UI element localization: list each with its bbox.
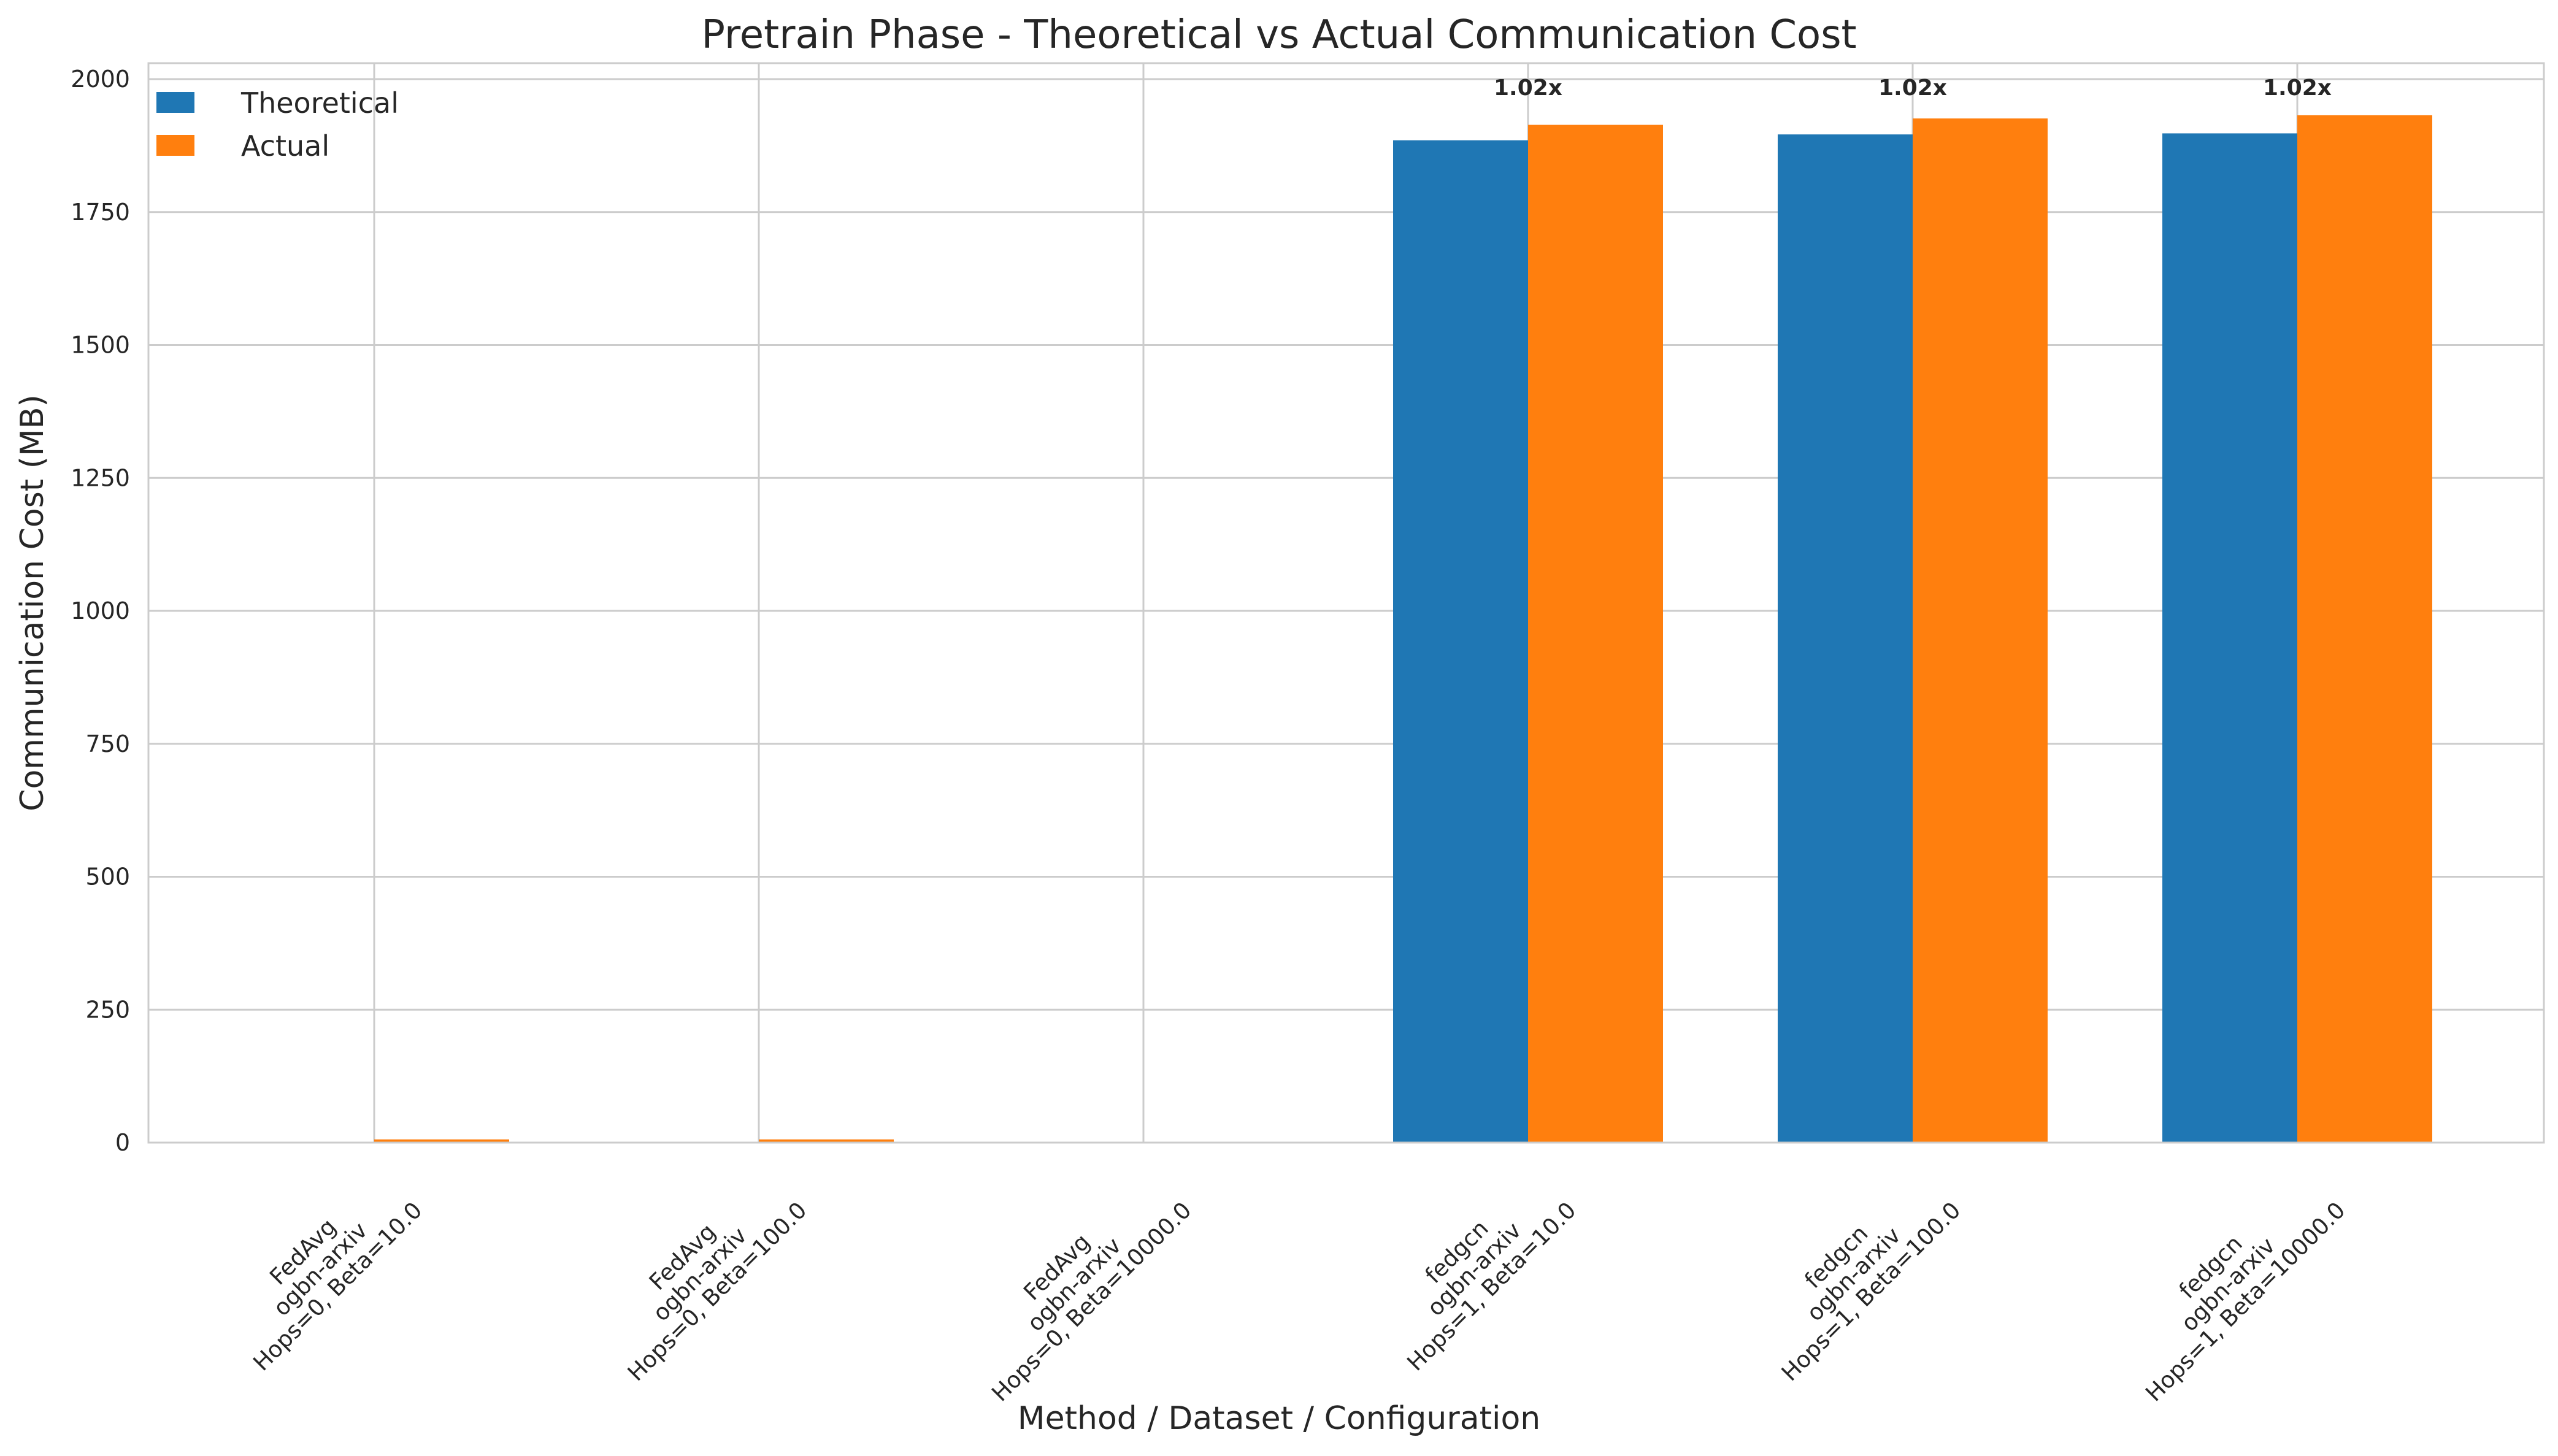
- x-tick-label-text: fedgcnogbn-arxivHops=1, Beta=10.0: [1367, 1162, 1581, 1376]
- ratio-label: 1.02x: [1878, 75, 1947, 101]
- bar-actual-3: [1528, 125, 1663, 1143]
- x-tick-label-line: Hops=1, Beta=10000.0: [2141, 1197, 2351, 1407]
- x-tick-label-text: fedgcnogbn-arxivHops=1, Beta=10000.0: [2106, 1162, 2351, 1407]
- bar-theoretical-5: [2162, 133, 2297, 1143]
- x-tick-label: FedAvgogbn-arxivHops=0, Beta=100.0: [588, 1162, 812, 1387]
- legend: Theoretical Actual: [156, 86, 399, 163]
- bar-actual-1: [759, 1139, 894, 1143]
- legend-swatch-theoretical: [156, 92, 194, 113]
- y-tick-label: 0: [115, 1129, 130, 1156]
- x-tick-label-text: FedAvgogbn-arxivHops=0, Beta=10.0: [213, 1162, 428, 1376]
- legend-label-theoretical: Theoretical: [240, 86, 399, 120]
- x-tick-label: fedgcnogbn-arxivHops=1, Beta=100.0: [1742, 1162, 1966, 1387]
- x-tick-label-line: Hops=1, Beta=100.0: [1776, 1197, 1966, 1387]
- x-tick-label: FedAvgogbn-arxivHops=0, Beta=10000.0: [952, 1162, 1197, 1407]
- bar-actual-5: [2297, 115, 2432, 1143]
- bar-actual-0: [374, 1139, 509, 1143]
- ratio-label: 1.02x: [2263, 75, 2332, 101]
- legend-swatch-actual: [156, 135, 194, 156]
- y-tick-label: 1750: [71, 199, 130, 226]
- plot-frame: [147, 62, 2545, 1144]
- bars: [374, 115, 2432, 1143]
- y-tick-label: 1000: [71, 597, 130, 624]
- x-tick-label-line: Hops=0, Beta=10000.0: [987, 1197, 1197, 1407]
- x-tick-labels: FedAvgogbn-arxivHops=0, Beta=10.0 FedAvgo…: [213, 1162, 2351, 1407]
- legend-label-actual: Actual: [241, 129, 329, 163]
- y-axis-title: Communication Cost (MB): [14, 394, 51, 811]
- x-tick-label: fedgcnogbn-arxivHops=1, Beta=10000.0: [2106, 1162, 2351, 1407]
- x-tick-label: FedAvgogbn-arxivHops=0, Beta=10.0: [213, 1162, 428, 1376]
- x-tick-label-text: fedgcnogbn-arxivHops=1, Beta=100.0: [1742, 1162, 1965, 1386]
- y-tick-label: 1500: [71, 332, 130, 359]
- ratio-label: 1.02x: [1494, 75, 1562, 101]
- y-tick-label: 2000: [71, 66, 130, 93]
- x-tick-label-line: Hops=0, Beta=100.0: [623, 1197, 812, 1387]
- x-tick-label-line: Hops=0, Beta=10.0: [248, 1197, 427, 1376]
- y-tick-label: 750: [85, 730, 130, 757]
- y-tick-labels: 0 250 500 750 1000 1250 1500 1750 2000: [71, 66, 130, 1156]
- x-axis-title: Method / Dataset / Configuration: [1018, 1400, 1540, 1437]
- y-tick-label: 250: [85, 996, 130, 1023]
- bar-theoretical-3: [1393, 140, 1528, 1143]
- x-tick-label-line: Hops=1, Beta=10.0: [1402, 1197, 1581, 1376]
- bar-actual-4: [1913, 118, 2048, 1143]
- y-tick-label: 500: [85, 864, 130, 891]
- x-tick-label-text: FedAvgogbn-arxivHops=0, Beta=100.0: [588, 1162, 812, 1386]
- x-tick-label: fedgcnogbn-arxivHops=1, Beta=10.0: [1367, 1162, 1581, 1376]
- y-tick-label: 1250: [71, 464, 130, 491]
- ratio-annotations: 1.02x 1.02x 1.02x: [1494, 75, 2332, 101]
- chart-title: Pretrain Phase - Theoretical vs Actual C…: [701, 12, 1856, 58]
- bar-theoretical-4: [1778, 134, 1913, 1143]
- x-tick-label-text: FedAvgogbn-arxivHops=0, Beta=10000.0: [952, 1162, 1197, 1407]
